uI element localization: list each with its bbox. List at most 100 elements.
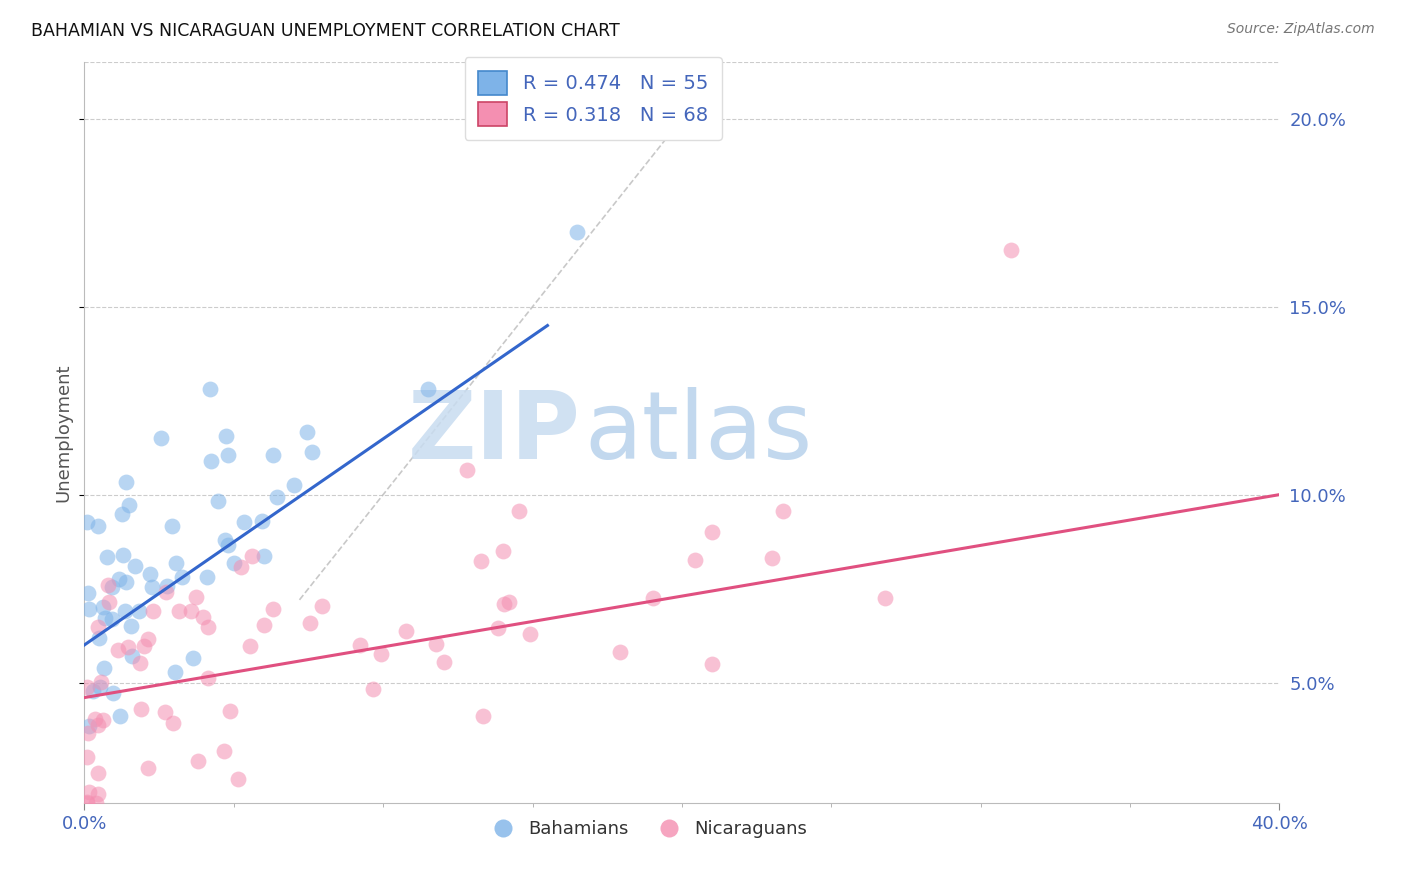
Point	[1000, 244, 1022, 258]
Point	[86, 796, 108, 810]
Point	[82, 684, 104, 698]
Point	[609, 645, 631, 659]
Point	[139, 566, 162, 581]
Point	[875, 591, 897, 605]
Point	[349, 638, 371, 652]
Y-axis label: Unemployment: Unemployment	[55, 363, 73, 502]
Point	[240, 549, 263, 563]
Point	[197, 671, 219, 685]
Point	[239, 640, 262, 654]
Legend: Bahamians, Nicaraguans: Bahamians, Nicaraguans	[478, 814, 814, 846]
Point	[89, 680, 111, 694]
Point	[91, 600, 114, 615]
Point	[100, 612, 122, 626]
Point	[160, 519, 183, 533]
Text: Source: ZipAtlas.com: Source: ZipAtlas.com	[1227, 22, 1375, 37]
Point	[101, 580, 124, 594]
Point	[641, 591, 664, 606]
Text: atlas: atlas	[583, 386, 813, 479]
Point	[217, 448, 239, 462]
Point	[155, 585, 177, 599]
Point	[110, 709, 132, 723]
Point	[200, 454, 222, 468]
Point	[198, 383, 221, 397]
Point	[486, 621, 509, 635]
Point	[84, 712, 107, 726]
Point	[395, 624, 418, 639]
Point	[416, 383, 439, 397]
Point	[215, 429, 238, 443]
Point	[121, 649, 143, 664]
Point	[252, 549, 274, 563]
Point	[129, 656, 152, 670]
Point	[117, 640, 139, 655]
Point	[77, 785, 100, 799]
Point	[77, 602, 100, 616]
Point	[150, 431, 173, 445]
Point	[77, 586, 100, 600]
Point	[166, 556, 188, 570]
Point	[87, 787, 110, 801]
Point	[93, 661, 115, 675]
Point	[181, 651, 204, 665]
Point	[115, 475, 138, 490]
Point	[283, 478, 305, 492]
Point	[120, 619, 142, 633]
Point	[197, 569, 219, 583]
Point	[76, 750, 98, 764]
Point	[98, 595, 121, 609]
Point	[456, 463, 478, 477]
Point	[229, 559, 252, 574]
Point	[180, 604, 202, 618]
Point	[142, 604, 165, 618]
Point	[101, 685, 124, 699]
Text: BAHAMIAN VS NICARAGUAN UNEMPLOYMENT CORRELATION CHART: BAHAMIAN VS NICARAGUAN UNEMPLOYMENT CORR…	[31, 22, 620, 40]
Point	[207, 493, 229, 508]
Point	[218, 704, 240, 718]
Point	[519, 627, 541, 641]
Point	[76, 726, 98, 740]
Point	[141, 580, 163, 594]
Point	[187, 755, 209, 769]
Point	[433, 655, 456, 669]
Point	[252, 617, 274, 632]
Point	[90, 674, 112, 689]
Point	[76, 515, 98, 529]
Point	[197, 619, 219, 633]
Point	[111, 507, 134, 521]
Point	[76, 796, 98, 810]
Point	[97, 578, 120, 592]
Point	[370, 647, 392, 661]
Point	[301, 445, 323, 459]
Point	[567, 225, 589, 239]
Point	[262, 602, 284, 616]
Point	[508, 504, 530, 518]
Point	[87, 632, 110, 646]
Text: ZIP: ZIP	[408, 386, 581, 479]
Point	[186, 590, 208, 604]
Point	[128, 604, 150, 618]
Point	[124, 559, 146, 574]
Point	[91, 713, 114, 727]
Point	[193, 610, 215, 624]
Point	[112, 548, 135, 562]
Point	[76, 795, 98, 809]
Point	[363, 682, 385, 697]
Point	[129, 702, 152, 716]
Point	[87, 717, 110, 731]
Point	[163, 665, 186, 679]
Point	[87, 620, 110, 634]
Point	[233, 515, 256, 529]
Point	[262, 448, 284, 462]
Point	[470, 554, 492, 568]
Point	[77, 718, 100, 732]
Point	[114, 604, 136, 618]
Point	[162, 716, 184, 731]
Point	[298, 615, 321, 630]
Point	[685, 553, 707, 567]
Point	[212, 744, 235, 758]
Point	[295, 425, 318, 439]
Point	[93, 611, 115, 625]
Point	[153, 705, 176, 719]
Point	[222, 557, 245, 571]
